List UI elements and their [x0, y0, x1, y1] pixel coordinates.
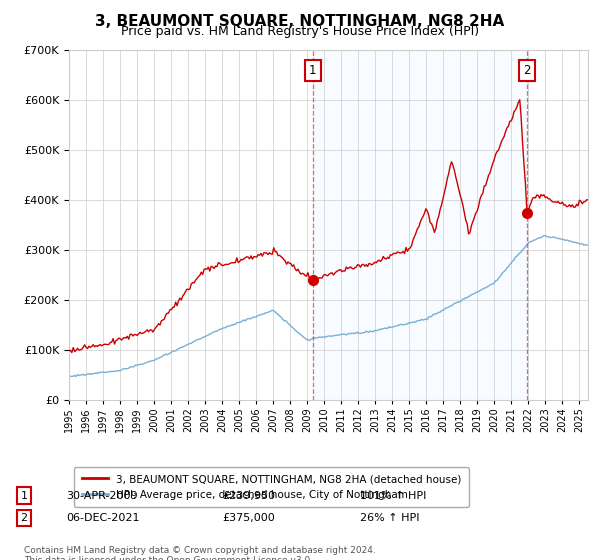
Text: 2: 2	[20, 513, 28, 523]
Text: Contains HM Land Registry data © Crown copyright and database right 2024.
This d: Contains HM Land Registry data © Crown c…	[24, 546, 376, 560]
Legend: 3, BEAUMONT SQUARE, NOTTINGHAM, NG8 2HA (detached house), HPI: Average price, de: 3, BEAUMONT SQUARE, NOTTINGHAM, NG8 2HA …	[74, 467, 469, 507]
Text: 26% ↑ HPI: 26% ↑ HPI	[360, 513, 419, 523]
Text: 1: 1	[20, 491, 28, 501]
Text: £239,950: £239,950	[222, 491, 275, 501]
Text: 30-APR-2009: 30-APR-2009	[66, 491, 137, 501]
Text: Price paid vs. HM Land Registry's House Price Index (HPI): Price paid vs. HM Land Registry's House …	[121, 25, 479, 38]
Text: £375,000: £375,000	[222, 513, 275, 523]
Text: 1: 1	[309, 64, 317, 77]
Text: 06-DEC-2021: 06-DEC-2021	[66, 513, 139, 523]
Bar	[313, 50, 527, 400]
Text: 2: 2	[523, 64, 531, 77]
Text: 3, BEAUMONT SQUARE, NOTTINGHAM, NG8 2HA: 3, BEAUMONT SQUARE, NOTTINGHAM, NG8 2HA	[95, 14, 505, 29]
Text: 101% ↑ HPI: 101% ↑ HPI	[360, 491, 427, 501]
